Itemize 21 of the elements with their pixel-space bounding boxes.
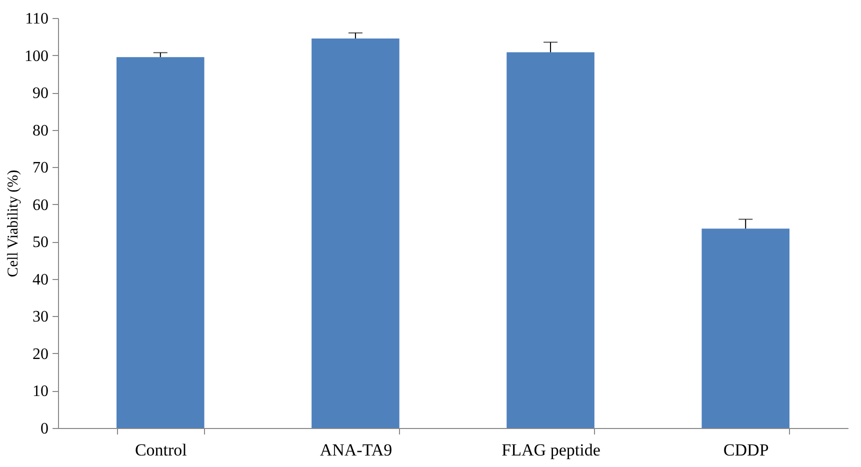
y-tick-label: 90 [32,85,48,102]
bar [506,52,594,428]
y-tick-label: 20 [32,346,48,363]
y-tick-label: 110 [25,10,48,28]
y-tick-label: 30 [32,308,48,326]
y-tick-label: 40 [32,271,48,288]
y-tick-label: 60 [32,196,48,214]
y-tick-label: 80 [32,122,48,140]
y-tick-label: 0 [40,420,48,438]
x-tick-label: ANA-TA9 [320,440,392,460]
y-axis-title: Cell Viability (%) [6,170,22,278]
bar [116,57,204,428]
y-tick-label: 50 [32,234,48,252]
y-tick-label: 10 [32,383,48,400]
x-tick-label: Control [134,440,188,460]
bar [312,38,400,428]
x-tick-label: FLAG peptide [502,440,600,460]
x-tick-label: CDDP [723,440,769,460]
y-tick-label: 70 [32,160,48,177]
bar [702,228,790,428]
y-tick-label: 100 [24,48,48,65]
